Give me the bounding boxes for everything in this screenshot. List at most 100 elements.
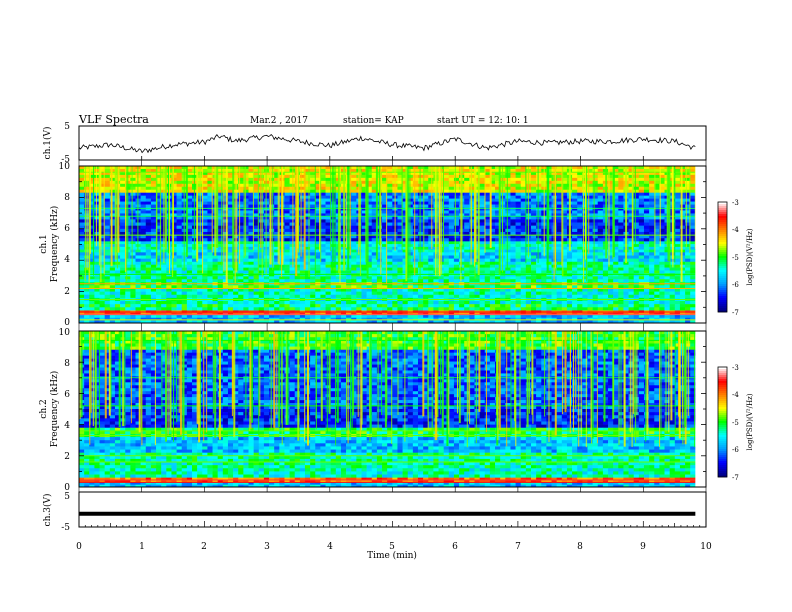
- spectrogram-cell: [618, 279, 624, 283]
- spectrogram-cell: [464, 276, 470, 280]
- spectrogram-cell: [325, 219, 331, 223]
- spectrogram-cell: [572, 216, 578, 220]
- spectrogram-cell: [310, 207, 316, 211]
- spectrogram-cell: [679, 222, 686, 226]
- spectrogram-cell: [243, 276, 249, 280]
- spectrogram-cell: [207, 249, 213, 253]
- spectrogram-cell: [443, 174, 450, 179]
- spectrogram-cell: [520, 276, 527, 280]
- spectrogram-cell: [577, 166, 583, 170]
- spectrogram-cell: [520, 241, 527, 245]
- spectrogram-cell: [274, 207, 280, 211]
- spectrogram-cell: [120, 180, 126, 185]
- spectrogram-cell: [392, 267, 398, 271]
- spectrogram-cell: [104, 238, 111, 242]
- spectrogram-cell: [202, 238, 208, 242]
- spectrogram-cell: [556, 238, 563, 242]
- spectrogram-cell: [325, 225, 331, 230]
- spectrogram-cell: [479, 258, 486, 263]
- spectrogram-cell: [659, 285, 665, 289]
- spectrogram-cell: [258, 225, 265, 230]
- spectrogram-cell: [145, 238, 152, 242]
- spectrogram-cell: [99, 180, 105, 185]
- spectrogram-cell: [520, 195, 527, 199]
- spectrogram-cell: [222, 246, 229, 250]
- spectrogram-cell: [130, 267, 136, 271]
- spectrogram-cell: [443, 235, 450, 239]
- spectrogram-cell: [99, 189, 105, 193]
- spectrogram-cell: [304, 270, 311, 274]
- spectrogram-cell: [428, 222, 434, 226]
- spectrogram-cell: [510, 180, 516, 185]
- spectrogram-cell: [674, 279, 681, 283]
- spectrogram-cell: [505, 235, 511, 239]
- spectrogram-cell: [505, 241, 511, 245]
- spectrogram-cell: [587, 246, 593, 250]
- spectrogram-cell: [315, 241, 321, 245]
- spectrogram-cell: [469, 219, 475, 223]
- spectrogram-cell: [304, 244, 311, 248]
- spectrogram-cell: [484, 252, 491, 256]
- spectrogram-cell: [479, 228, 486, 233]
- spectrogram-cell: [556, 235, 563, 239]
- spectrogram-cell: [618, 177, 624, 182]
- spectrogram-cell: [269, 183, 275, 188]
- spectrogram-cell: [397, 231, 403, 236]
- spectrogram-cell: [269, 216, 275, 220]
- ch1-waveform-frame: [78, 125, 707, 161]
- spectrogram-cell: [572, 195, 578, 199]
- spectrogram-cell: [99, 244, 105, 248]
- spectrogram-cell: [536, 231, 542, 236]
- spectrogram-cell: [510, 273, 516, 277]
- spectrogram-cell: [443, 231, 450, 236]
- spectrogram-cell: [227, 288, 234, 292]
- spectrogram-cell: [417, 273, 424, 277]
- spectrogram-cell: [315, 261, 321, 265]
- spectrogram-cell: [669, 279, 676, 283]
- spectrogram-cell: [628, 249, 635, 253]
- spectrogram-cell: [284, 252, 290, 256]
- spectrogram-cell: [649, 168, 655, 173]
- spectrogram-cell: [227, 180, 234, 185]
- spectrogram-cell: [125, 261, 131, 265]
- spectrogram-cell: [525, 267, 532, 271]
- spectrogram-cell: [217, 168, 224, 173]
- spectrogram-cell: [505, 219, 511, 223]
- spectrogram-cell: [258, 207, 265, 211]
- spectrogram-cell: [469, 252, 475, 256]
- spectrogram-cell: [156, 180, 162, 185]
- spectrogram-cell: [530, 189, 537, 193]
- spectrogram-cell: [495, 216, 501, 220]
- spectrogram-cell: [448, 261, 455, 265]
- spectrogram-cell: [161, 288, 167, 292]
- spectrogram-cell: [679, 210, 686, 214]
- spectrogram-cell: [207, 246, 213, 250]
- spectrogram-cell: [608, 213, 614, 217]
- spectrogram-cell: [582, 267, 588, 271]
- spectrogram-cell: [638, 285, 645, 289]
- spectrogram-cell: [618, 216, 624, 220]
- spectrogram-cell: [269, 241, 275, 245]
- spectrogram-cell: [94, 216, 100, 220]
- spectrogram-cell: [79, 276, 85, 280]
- spectrogram-cell: [510, 186, 516, 191]
- spectrogram-cell: [371, 246, 378, 250]
- spectrogram-cell: [613, 180, 619, 185]
- spectrogram-cell: [382, 219, 388, 223]
- spectrogram-cell: [638, 238, 645, 242]
- spectrogram-cell: [371, 219, 378, 223]
- spectrogram-cell: [289, 168, 296, 173]
- spectrogram-cell: [253, 244, 260, 248]
- spectrogram-cell: [597, 264, 604, 268]
- spectrogram-cell: [489, 204, 496, 208]
- spectrogram-cell: [289, 267, 296, 271]
- spectrogram-cell: [222, 231, 229, 236]
- spectrogram-cell: [643, 213, 650, 217]
- spectrogram-cell: [253, 198, 260, 202]
- spectrogram-cell: [464, 255, 470, 259]
- spectrogram-cell: [269, 235, 275, 239]
- spectrogram-cell: [186, 207, 193, 211]
- spectrogram-cell: [520, 264, 527, 268]
- spectrogram-cell: [320, 261, 326, 265]
- spectrogram-cell: [448, 166, 455, 170]
